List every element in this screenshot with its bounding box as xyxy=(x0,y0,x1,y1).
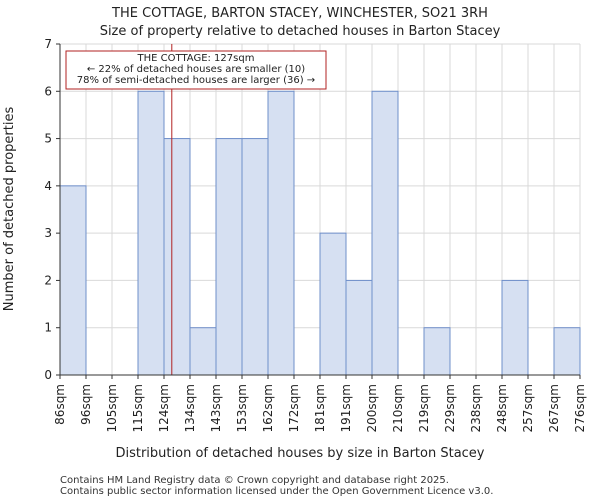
bars xyxy=(59,90,581,376)
bar xyxy=(215,138,243,376)
bar xyxy=(319,232,347,376)
x-tick-label: 96sqm xyxy=(79,384,93,425)
y-tick-labels: 0 1 2 3 4 5 6 7 xyxy=(44,37,60,382)
bar xyxy=(137,90,165,376)
bar xyxy=(553,327,581,376)
x-tick-label: 257sqm xyxy=(521,384,535,432)
y-tick-label: 7 xyxy=(44,37,52,51)
annotation-line-1: THE COTTAGE: 127sqm xyxy=(137,53,255,64)
footer-line-1: Contains HM Land Registry data © Crown c… xyxy=(60,475,449,486)
bar xyxy=(423,327,451,376)
x-tick-label: 276sqm xyxy=(573,384,587,432)
y-tick-label: 0 xyxy=(44,368,52,382)
x-axis-label: Distribution of detached houses by size … xyxy=(115,446,484,461)
x-tick-label: 143sqm xyxy=(209,384,223,432)
x-tick-label: 238sqm xyxy=(469,384,483,432)
chart-subtitle: Size of property relative to detached ho… xyxy=(100,24,501,39)
x-tick-label: 210sqm xyxy=(391,384,405,432)
bar xyxy=(163,138,191,376)
bar xyxy=(501,279,529,376)
bar xyxy=(189,327,217,376)
x-tick-label: 248sqm xyxy=(495,384,509,432)
x-tick-label: 124sqm xyxy=(157,384,171,432)
x-tick-label: 172sqm xyxy=(287,384,301,432)
x-tick-label: 134sqm xyxy=(183,384,197,432)
bar xyxy=(241,138,269,376)
x-tick-label: 153sqm xyxy=(235,384,249,432)
x-tick-label: 115sqm xyxy=(131,384,145,432)
x-tick-label: 181sqm xyxy=(313,384,327,432)
bar xyxy=(371,90,399,376)
bar xyxy=(59,185,87,376)
annotation-frame xyxy=(65,50,327,90)
footer-line-2: Contains public sector information licen… xyxy=(60,486,493,497)
x-tick-label: 105sqm xyxy=(105,384,119,432)
y-tick-label: 4 xyxy=(44,179,52,193)
y-tick-label: 6 xyxy=(44,84,52,98)
annotation-line-2: ← 22% of detached houses are smaller (10… xyxy=(87,64,305,75)
x-tick-label: 86sqm xyxy=(53,384,67,425)
annotation-line-3: 78% of semi-detached houses are larger (… xyxy=(77,75,315,86)
x-tick-label: 229sqm xyxy=(443,384,457,432)
x-tick-label: 191sqm xyxy=(339,384,353,432)
x-tick-labels: 86sqm 96sqm 105sqm 115sqm 124sqm 134sqm 143sqm… xyxy=(53,375,587,432)
bar xyxy=(345,279,373,376)
y-tick-label: 1 xyxy=(44,321,52,335)
x-tick-label: 267sqm xyxy=(547,384,561,432)
y-tick-label: 3 xyxy=(44,226,52,240)
x-tick-label: 219sqm xyxy=(417,384,431,432)
y-tick-label: 2 xyxy=(44,273,52,287)
x-tick-label: 162sqm xyxy=(261,384,275,432)
x-tick-label: 200sqm xyxy=(365,384,379,432)
annotation-box: THE COTTAGE: 127sqm ← 22% of detached ho… xyxy=(65,50,327,90)
y-axis-label: Number of detached properties xyxy=(2,107,17,312)
y-tick-label: 5 xyxy=(44,132,52,146)
bar xyxy=(267,90,295,376)
chart-title: THE COTTAGE, BARTON STACEY, WINCHESTER, … xyxy=(111,6,488,21)
